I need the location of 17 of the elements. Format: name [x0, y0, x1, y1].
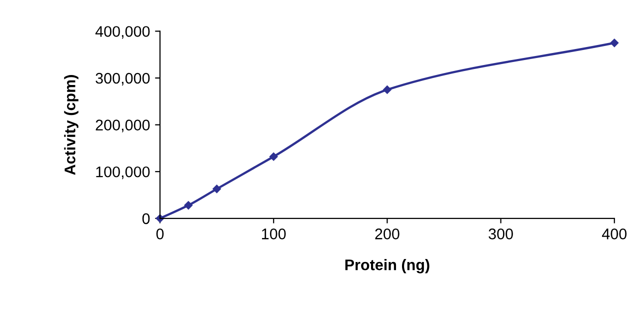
- y-tick-label: 400,000: [95, 26, 150, 39]
- x-axis-title: Protein (ng): [345, 259, 430, 274]
- y-tick-label: 100,000: [96, 166, 150, 180]
- x-tick-label: 200: [375, 228, 400, 240]
- y-axis-title: Activity (cpm): [64, 75, 78, 175]
- y-tick-label: 0: [142, 213, 150, 224]
- x-tick-label: 100: [262, 228, 286, 240]
- point: [184, 201, 193, 210]
- point: [610, 38, 619, 48]
- x-tick-label: 0: [156, 228, 164, 240]
- y-tick-label: 300,000: [96, 72, 150, 86]
- point: [212, 184, 221, 194]
- x-tick-label: 300: [488, 228, 513, 240]
- x-tick-label: 400: [602, 228, 627, 240]
- point: [269, 152, 278, 161]
- point: [383, 86, 392, 94]
- y-tick-label: 200,000: [96, 120, 150, 132]
